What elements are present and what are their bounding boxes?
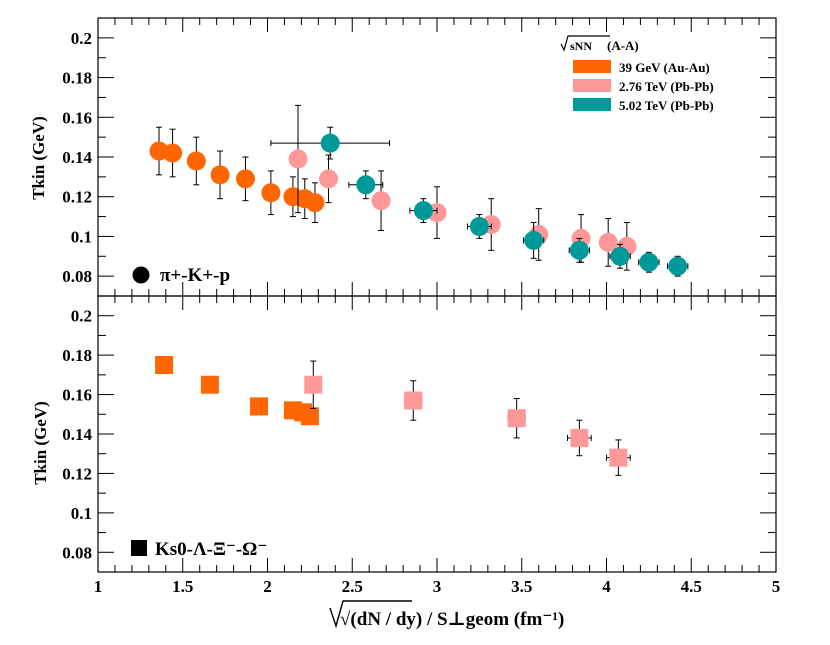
bottom-y-tick-label: 0.18 bbox=[62, 346, 92, 365]
x-axis-title: √(dN / dy) / S⊥geom (fm⁻¹) bbox=[340, 609, 564, 630]
x-tick-label: 3.5 bbox=[511, 577, 532, 596]
bottom-y-tick-label: 0.16 bbox=[62, 386, 92, 405]
bottom-y-tick-label: 0.2 bbox=[71, 307, 92, 326]
data-point bbox=[507, 409, 526, 428]
top-y-tick-label: 0.12 bbox=[62, 188, 92, 207]
x-tick-label: 4.5 bbox=[681, 577, 702, 596]
data-point bbox=[609, 448, 628, 467]
bottom-y-tick-label: 0.08 bbox=[62, 543, 92, 562]
legend-header: sNN (A-A) bbox=[560, 35, 639, 53]
x-tick-label: 2 bbox=[263, 577, 272, 596]
data-point bbox=[261, 183, 281, 203]
data-point bbox=[404, 391, 423, 410]
legend-header-sqrt: sNN bbox=[570, 39, 592, 53]
data-point bbox=[319, 169, 339, 189]
legend-swatch-502tev bbox=[573, 98, 611, 111]
bottom-series bbox=[304, 360, 631, 476]
data-point bbox=[639, 252, 659, 272]
top-panel-tag-marker bbox=[132, 266, 150, 284]
x-tick-label: 1.5 bbox=[172, 577, 193, 596]
top-y-tick-label: 0.1 bbox=[71, 227, 92, 246]
top-panel-tag: π+-K+-p bbox=[160, 265, 230, 286]
legend-header-text: (A-A) bbox=[607, 38, 639, 53]
bottom-y-tick-label: 0.14 bbox=[62, 425, 92, 444]
data-point bbox=[598, 232, 618, 252]
legend-entry-39gev: 39 GeV (Au-Au) bbox=[573, 60, 710, 75]
top-y-tick-label: 0.08 bbox=[62, 267, 92, 286]
top-y-tick-label: 0.16 bbox=[62, 108, 92, 127]
top-y-tick-label: 0.18 bbox=[62, 69, 92, 88]
data-point bbox=[288, 149, 308, 169]
panels-layer: 0.08 0.1 0.12 0.14 0.16 0.18 0.2 0.08 0.1 0.12 0.1… bbox=[62, 17, 781, 596]
data-point bbox=[200, 375, 219, 394]
legend-label-502tev: 5.02 TeV (Pb-Pb) bbox=[619, 98, 714, 113]
data-point bbox=[570, 428, 589, 447]
data-point bbox=[186, 151, 206, 171]
bottom-panel: 0.08 0.1 0.12 0.14 0.16 0.18 0.2 bbox=[62, 295, 777, 573]
data-point bbox=[356, 175, 376, 195]
data-point bbox=[610, 246, 630, 266]
data-point bbox=[320, 133, 340, 153]
x-tick-label: 2.5 bbox=[342, 577, 363, 596]
legend-swatch-276tev bbox=[573, 79, 611, 92]
bottom-panel-tag-marker bbox=[131, 540, 147, 556]
top-y-axis-title: Tkin (GeV) bbox=[29, 116, 48, 200]
top-y-tick-label: 0.2 bbox=[71, 29, 92, 48]
data-point bbox=[569, 240, 589, 260]
x-tick-label: 5 bbox=[772, 577, 781, 596]
bottom-panel-frame bbox=[97, 295, 777, 573]
data-point bbox=[469, 217, 489, 236]
legend-entry-502tev: 5.02 TeV (Pb-Pb) bbox=[573, 98, 714, 113]
x-tick-label: 3 bbox=[433, 577, 442, 596]
data-point bbox=[371, 191, 391, 211]
bottom-series bbox=[155, 356, 319, 426]
data-point bbox=[305, 193, 325, 213]
top-series bbox=[149, 126, 325, 224]
data-point bbox=[668, 256, 688, 276]
data-point bbox=[304, 375, 323, 394]
legend-sqrt-sign bbox=[560, 35, 610, 52]
data-point bbox=[235, 169, 255, 189]
top-series bbox=[270, 126, 689, 277]
x-axis-title-radical bbox=[329, 600, 412, 629]
bottom-y-axis-title: Tkin (GeV) bbox=[31, 401, 50, 485]
data-point bbox=[524, 230, 544, 250]
data-point bbox=[163, 143, 183, 163]
x-axis-title-group: √(dN / dy) / S⊥geom (fm⁻¹) bbox=[329, 600, 564, 630]
data-point bbox=[413, 201, 433, 221]
data-point bbox=[250, 397, 269, 416]
bottom-panel-tag: Ks0-Λ-Ξ⁻-Ω⁻ bbox=[155, 539, 267, 560]
x-tick-label: 4 bbox=[602, 577, 611, 596]
top-panel: 0.08 0.1 0.12 0.14 0.16 0.18 0.2 bbox=[62, 17, 777, 297]
bottom-y-tick-label: 0.1 bbox=[71, 504, 92, 523]
legend-label-276tev: 2.76 TeV (Pb-Pb) bbox=[619, 79, 714, 94]
data-point bbox=[210, 165, 230, 185]
data-point bbox=[300, 407, 319, 426]
x-tick-label: 1 bbox=[94, 577, 103, 596]
bottom-y-tick-label: 0.12 bbox=[62, 464, 92, 483]
top-y-tick-label: 0.14 bbox=[62, 148, 92, 167]
legend: sNN (A-A) 39 GeV (Au-Au) 2.76 TeV (Pb-Pb… bbox=[560, 35, 714, 113]
legend-label-39gev: 39 GeV (Au-Au) bbox=[619, 60, 710, 75]
legend-swatch-39gev bbox=[573, 60, 611, 73]
legend-entry-276tev: 2.76 TeV (Pb-Pb) bbox=[573, 79, 714, 94]
data-point bbox=[155, 356, 174, 374]
